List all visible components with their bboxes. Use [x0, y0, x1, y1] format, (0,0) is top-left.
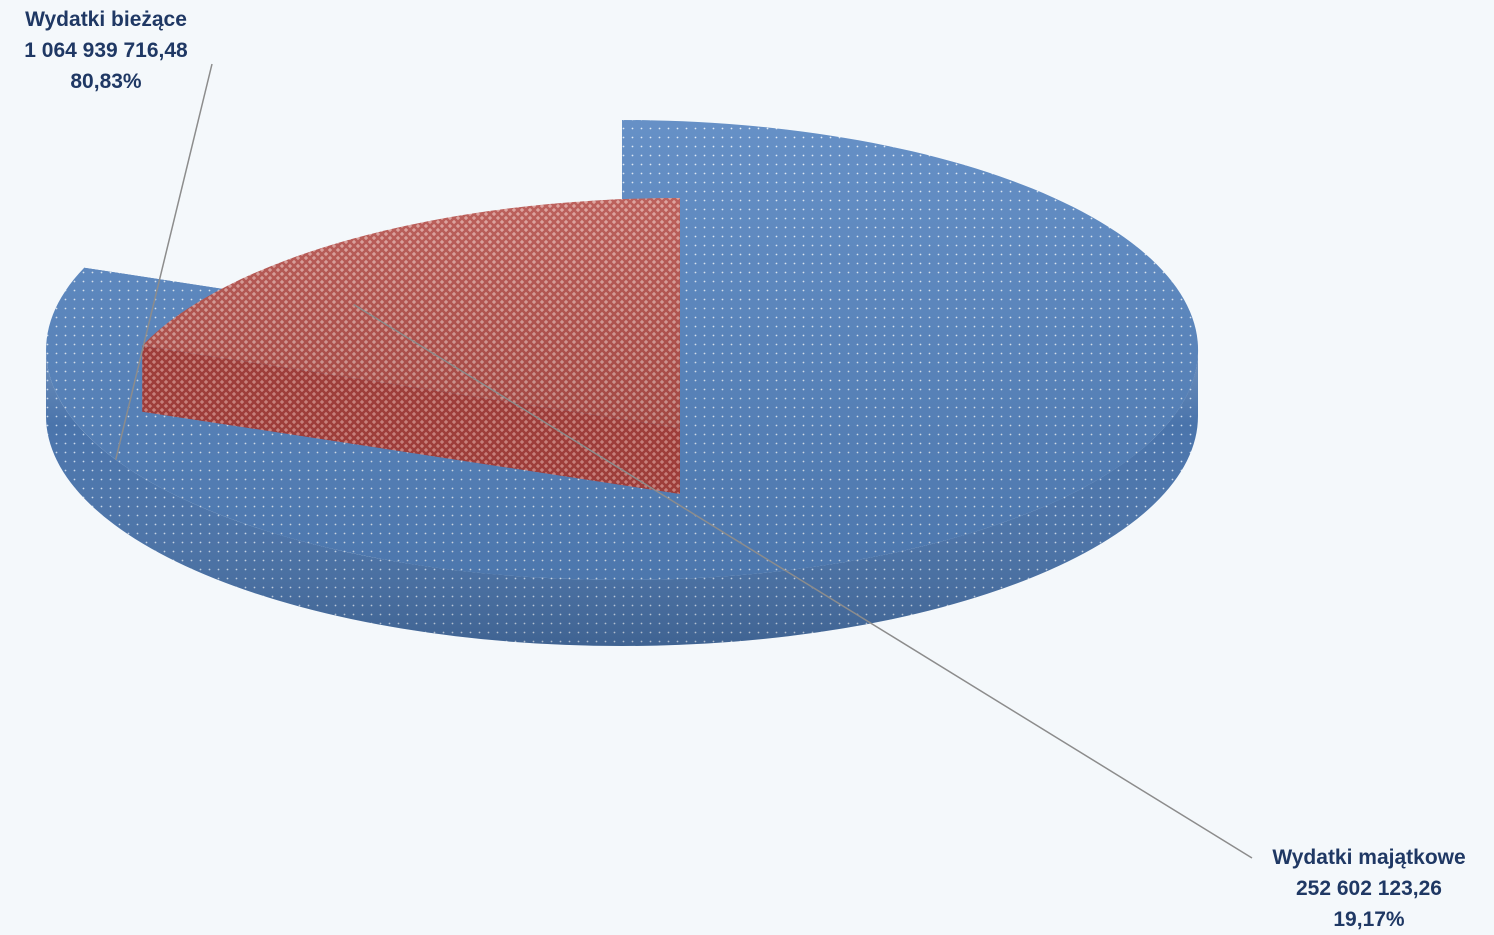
slice-top-shade-wydatki-majatkowe: [142, 198, 680, 428]
data-label-wydatki-biezace: Wydatki bieżące 1 064 939 716,48 80,83%: [0, 4, 212, 97]
data-label-value: 252 602 123,26: [1296, 877, 1442, 900]
data-label-value: 1 064 939 716,48: [24, 39, 188, 62]
data-label-wydatki-majatkowe: Wydatki majątkowe 252 602 123,26 19,17%: [1248, 842, 1490, 935]
slice-side-shade-wydatki-biezace: [46, 350, 1198, 646]
data-label-percent: 19,17%: [1333, 908, 1405, 931]
data-label-name: Wydatki majątkowe: [1272, 846, 1466, 869]
leader-line-wydatki-majatkowe: [353, 303, 1253, 859]
leader-line-wydatki-biezace: [114, 63, 213, 460]
data-label-percent: 80,83%: [70, 70, 142, 93]
slice-cut-face-wydatki-majatkowe: [142, 345, 680, 494]
data-label-name: Wydatki bieżące: [25, 8, 187, 31]
